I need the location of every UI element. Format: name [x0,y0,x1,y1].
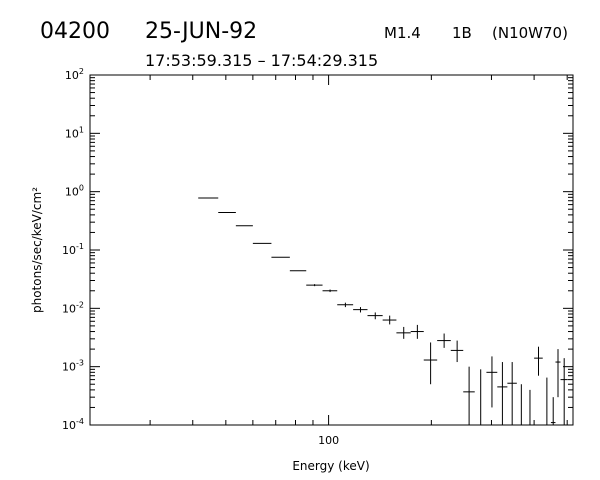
data-point [542,377,551,426]
flare-location: (N10W70) [492,24,568,42]
y-tick-label: 10-2 [62,300,84,315]
data-point [423,342,438,385]
data-point [337,302,354,308]
data-point [382,315,397,325]
data-point [410,324,424,339]
data-point [396,326,411,339]
data-point [463,366,475,425]
y-tick-label: 100 [65,184,84,199]
event-date: 25-JUN-92 [145,19,257,44]
data-point [507,362,517,425]
data-point [486,356,498,408]
y-tick-label: 102 [65,67,84,82]
axes-ticks: 102 101 100 10-1 10-2 10-3 10-4 100 [62,67,573,447]
y-axis-label: photons/sec/keV/cm² [30,187,44,313]
data-point [534,346,543,376]
data-point [497,362,508,425]
data-point [560,358,568,425]
y-tick-label: 10-3 [62,359,84,374]
data-point [322,289,338,293]
time-range: 17:53:59.315 – 17:54:29.315 [145,51,378,70]
data-point [525,389,535,426]
x-axis-label: Energy (keV) [292,459,369,473]
data-point [555,349,561,398]
data-point [474,369,487,426]
flare-class: M1.4 [384,24,421,42]
data-point [367,312,383,320]
y-tick-label: 10-4 [62,417,84,432]
y-tick-label: 10-1 [62,242,84,257]
event-id: 04200 [40,19,110,44]
data-point [437,333,451,348]
data-marks [198,197,568,426]
optical-class: 1B [452,24,472,42]
data-point [353,307,368,313]
y-tick-label: 101 [65,125,84,140]
data-point [550,397,556,425]
data-point [306,284,323,287]
data-point [450,340,464,363]
x-tick-label: 100 [318,434,339,447]
data-point [516,384,526,426]
plot-frame [89,74,574,426]
